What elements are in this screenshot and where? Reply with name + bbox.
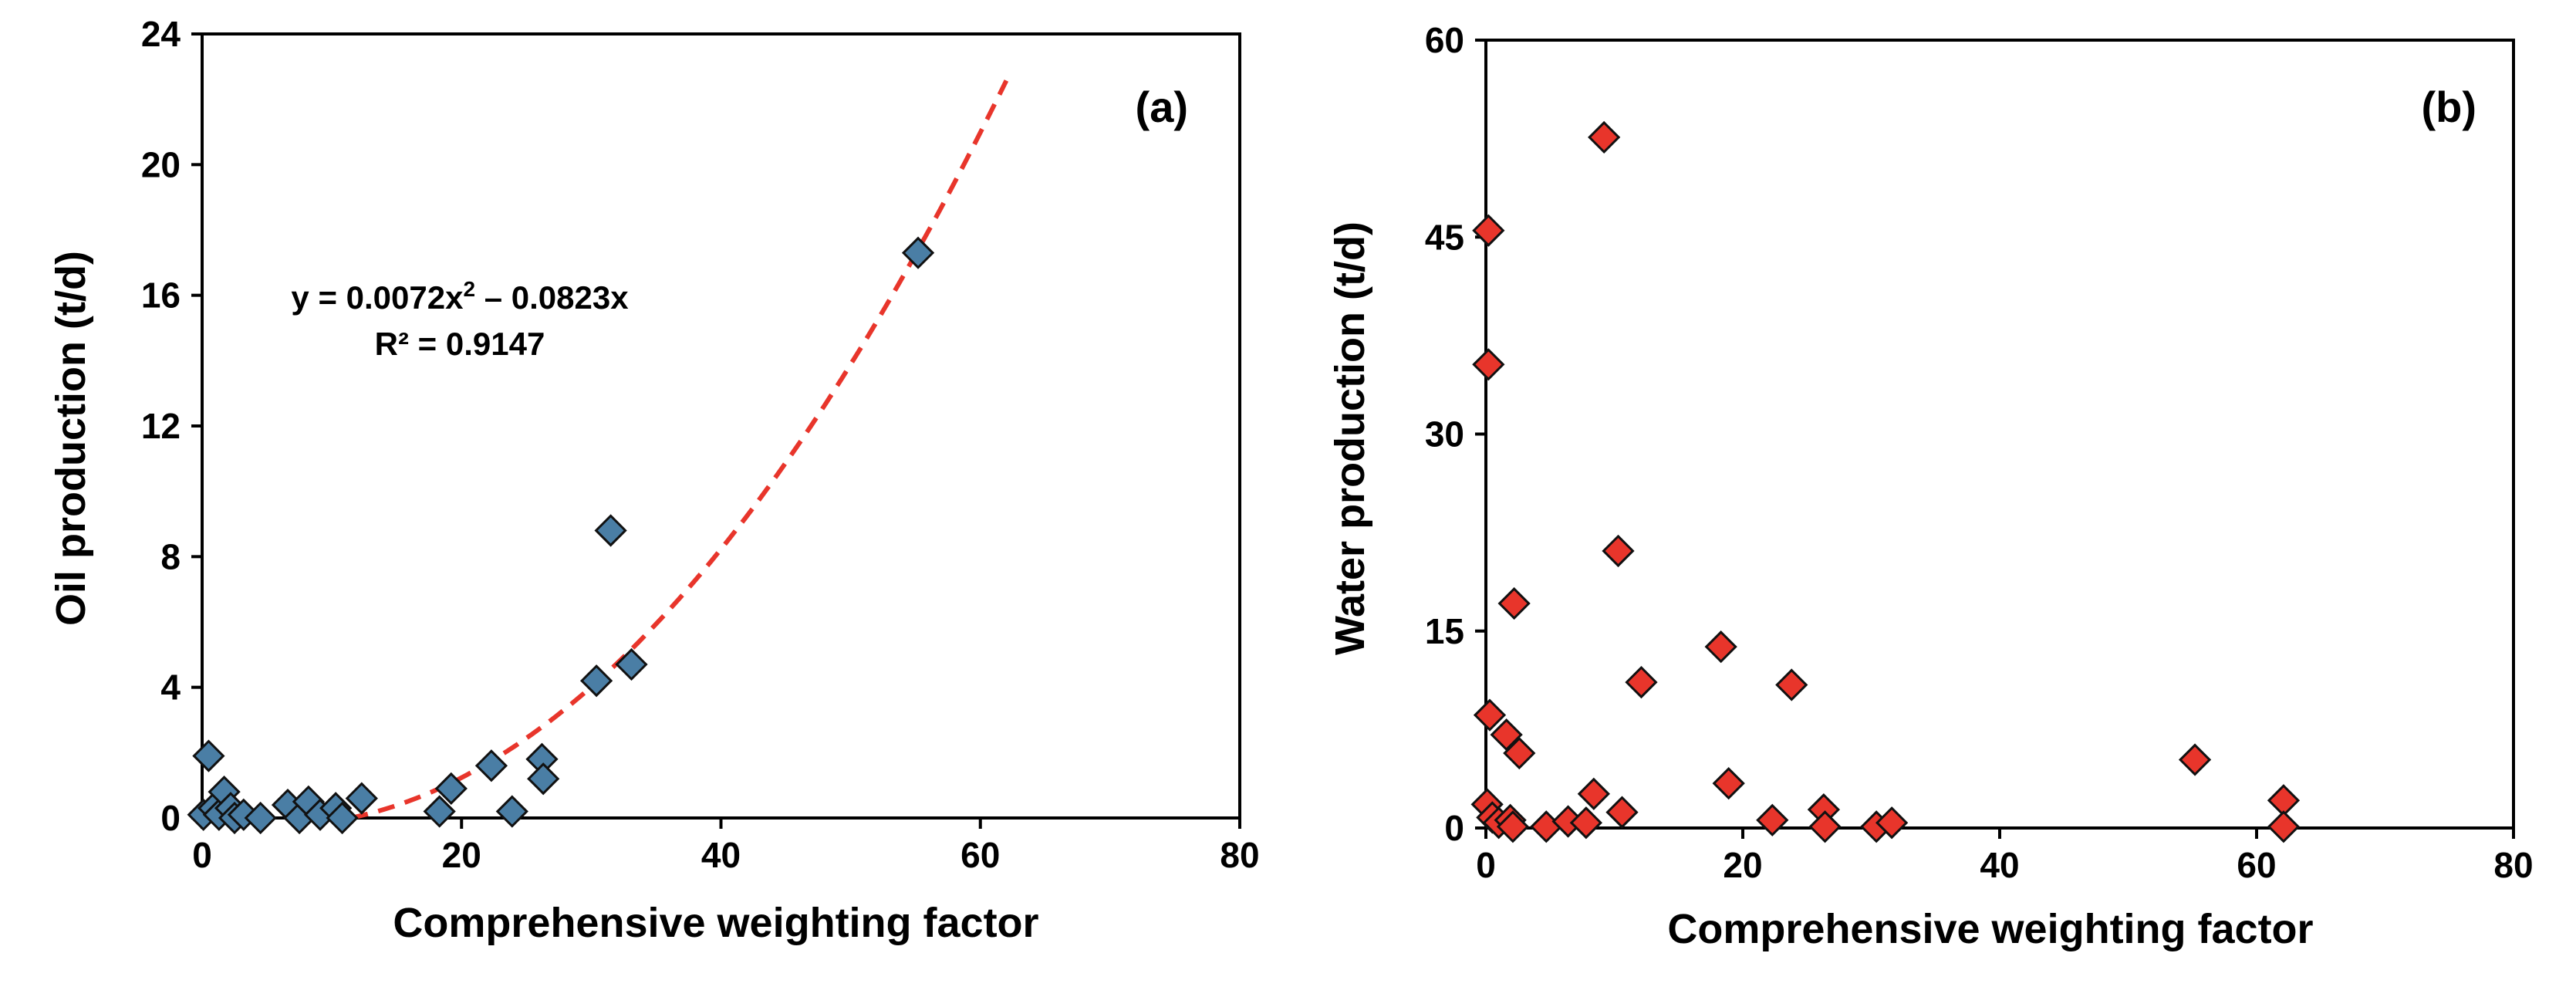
data-point: [1808, 810, 1842, 843]
data-point: [244, 801, 277, 835]
data-point: [1625, 665, 1658, 699]
data-point: [1530, 810, 1563, 843]
y-tick-label: 16: [141, 275, 181, 316]
data-point: [474, 749, 508, 782]
data-point: [1756, 803, 1789, 836]
data-point: [615, 647, 648, 681]
y-tick-label: 20: [141, 144, 181, 184]
x-tick-label: 0: [192, 835, 212, 875]
data-point: [192, 739, 225, 772]
data-point: [1490, 718, 1523, 752]
data-point: [345, 782, 378, 815]
data-point: [1503, 736, 1536, 770]
x-tick-label: 60: [2237, 845, 2276, 885]
data-point: [495, 795, 528, 828]
data-point: [1712, 767, 1745, 800]
data-point: [434, 772, 468, 806]
data-point: [1602, 534, 1635, 568]
data-point: [1605, 796, 1639, 829]
data-point: [423, 795, 456, 828]
trend-equation: y = 0.0072x2 – 0.0823x: [291, 277, 629, 316]
data-point: [1473, 698, 1507, 732]
y-tick-label: 12: [141, 406, 181, 446]
data-point: [2178, 743, 2212, 776]
plot-frame-a: [201, 32, 1241, 820]
data-point: [527, 762, 560, 796]
panel-label-b: (b): [2421, 83, 2476, 131]
x-tick-label: 80: [1220, 835, 1259, 875]
chart-oil-production: (a) y = 0.0072x2 – 0.0823x R² = 0.9147 C…: [48, 14, 1260, 946]
y-tick-label: 8: [160, 536, 181, 576]
data-point: [594, 514, 627, 547]
x-tick-label: 20: [442, 835, 481, 875]
x-tick-label: 0: [1476, 845, 1496, 885]
data-point: [1588, 120, 1621, 154]
data-point: [901, 236, 935, 269]
trendline: [350, 79, 1009, 820]
x-tick-label: 80: [2493, 845, 2533, 885]
x-tick-label: 20: [1723, 845, 1762, 885]
data-point: [579, 664, 613, 698]
data-point: [1577, 777, 1610, 810]
data-point: [326, 801, 359, 835]
y-tick-label: 15: [1425, 611, 1464, 651]
x-tick-label: 40: [701, 835, 741, 875]
plot-frame-b: [1484, 39, 2515, 830]
chart-water-production: (b) Comprehensive weighting factor Water…: [1327, 20, 2534, 952]
y-tick-label: 60: [1425, 20, 1464, 60]
panel-label-a: (a): [1136, 83, 1188, 131]
y-axis-label-b: Water production (t/d): [1327, 221, 1373, 655]
y-tick-label: 30: [1425, 414, 1464, 455]
x-axis-label-b: Comprehensive weighting factor: [1667, 906, 2313, 952]
data-point: [1472, 214, 1505, 247]
data-point: [1704, 630, 1737, 664]
y-tick-label: 24: [141, 14, 181, 54]
data-point: [1569, 806, 1602, 840]
data-point: [1496, 810, 1530, 843]
y-axis-label-a: Oil production (t/d): [48, 251, 94, 626]
x-tick-label: 40: [1980, 845, 2019, 885]
y-tick-label: 0: [160, 798, 181, 838]
y-tick-label: 45: [1425, 217, 1464, 257]
data-point: [1497, 586, 1531, 620]
data-point: [1875, 806, 1909, 840]
data-point: [1472, 348, 1505, 381]
x-axis-label-a: Comprehensive weighting factor: [393, 900, 1038, 946]
x-tick-label: 60: [961, 835, 1000, 875]
y-tick-label: 4: [160, 667, 181, 708]
data-point: [1775, 668, 1808, 701]
data-point: [2267, 810, 2301, 843]
y-tick-label: 0: [1444, 808, 1464, 848]
r-squared-label: R² = 0.9147: [375, 326, 545, 362]
